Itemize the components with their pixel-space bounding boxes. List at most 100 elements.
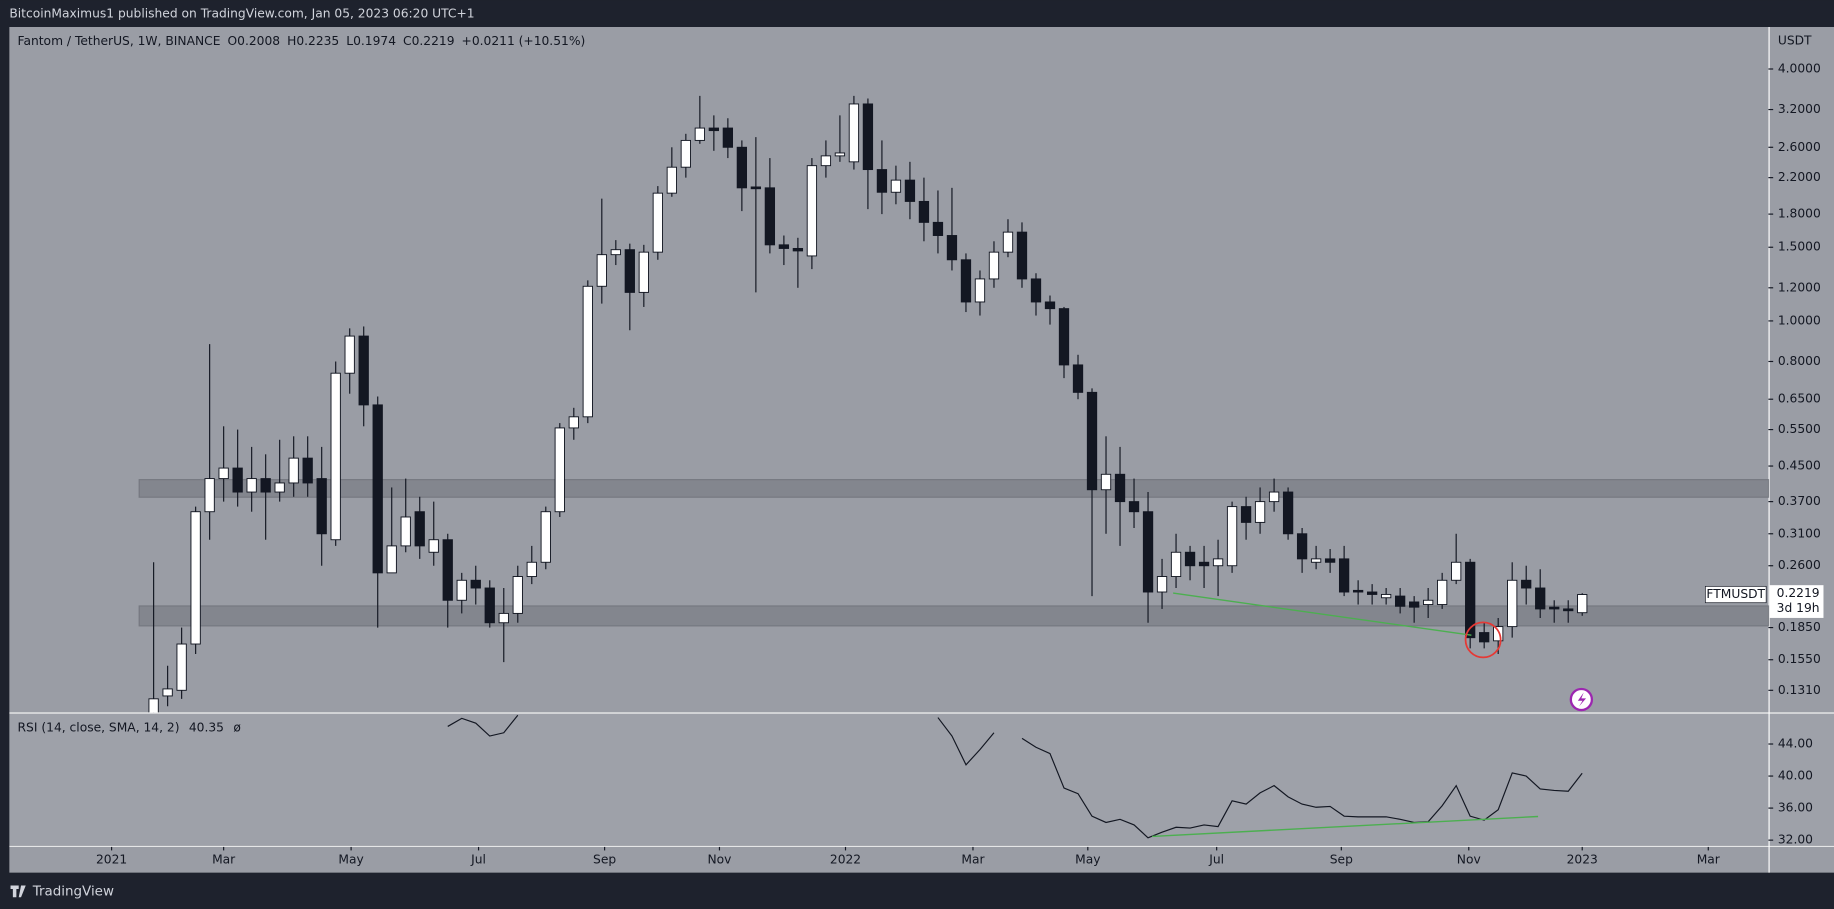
candle-body [1324,558,1336,563]
candle-body [1479,632,1490,643]
legend: Fantom / TetherUS, 1W, BINANCE O0.2008 H0.… [18,34,586,48]
candle-body [148,698,159,713]
price-pane [9,26,1834,713]
y-tick-label: 0.8000 [1778,354,1821,368]
brand: TradingView [10,884,114,899]
y-tick-label: 0.3100 [1778,526,1821,540]
price-label: 0.2219 [1777,586,1820,600]
candles [148,95,1588,713]
candle-body [652,192,663,253]
candle-body [918,200,930,223]
change: +0.0211 (+10.51%) [462,34,586,48]
candle-body [820,155,832,167]
candle-body [1100,473,1112,491]
candle-body [1016,231,1028,280]
candle-body [512,576,523,614]
y-tick-label: 0.1310 [1778,683,1821,697]
candle-body [344,335,355,374]
candle-body [1156,576,1168,593]
y-tick-label: 2.6000 [1778,140,1821,154]
candle-body [1254,501,1266,523]
candle-body [1577,594,1588,614]
high-label: H [287,34,296,48]
candle-body [414,511,425,547]
candle-body [470,579,481,589]
candle-body [176,643,187,691]
candle-body [1451,561,1462,581]
candle-body [876,169,888,193]
candle-body [862,103,874,171]
candle-body [526,561,537,577]
candle-body [1563,608,1574,612]
y-tick-label: 1.2000 [1778,280,1821,294]
candle-body [722,127,734,148]
y-tick-label: 32.00 [1778,833,1813,847]
candle-body [568,416,579,429]
candle-body [932,221,944,236]
time-axis [9,846,1834,873]
candle-body [1114,473,1126,503]
candle-body [358,335,369,406]
y-tick-label: 0.1550 [1778,652,1821,666]
candle-body [1142,511,1154,593]
axes: 4.0000 3.2000 2.6000 2.2000 1.8000 1.5000 1.20… [96,61,1824,866]
open-value: 0.2008 [237,34,280,48]
x-tick-label: Mar [212,852,236,866]
x-tick-label: May [338,852,363,866]
candle-body [806,165,818,257]
y-tick-label: 40.00 [1778,769,1813,783]
candle-body [834,152,846,157]
candle-body [1296,533,1308,560]
rsi-plot [447,714,1583,839]
candle-body [764,187,776,246]
rsi-pane [9,713,1834,846]
candle-body [1409,601,1420,608]
candle-body [456,579,467,601]
candle-body [302,457,313,484]
candle-body [974,278,986,303]
candle-body [246,478,257,493]
candle-body [750,186,762,190]
candle-body [988,251,1000,280]
x-tick-label: Nov [1457,852,1481,866]
candle-body [428,539,439,553]
candle-body [904,179,916,202]
symbol-title: Fantom / TetherUS, 1W, BINANCE [18,34,221,48]
candle-body [260,478,271,493]
y-tick-label: 0.3700 [1778,494,1821,508]
price-label-box [1769,585,1824,618]
candle-body [1507,579,1518,628]
y-tick-label: 36.00 [1778,801,1813,815]
candle-body [1002,231,1014,253]
candle-body [204,478,215,513]
candle-body [1338,558,1350,593]
candle-body [386,545,397,574]
rsi-title: RSI (14, close, SMA, 14, 2) [18,720,180,734]
candle-body [610,249,621,256]
candle-body [736,146,748,189]
close-label: C [403,34,412,48]
candle-body [400,516,411,547]
x-tick-label: Sep [593,852,616,866]
resistance-zone [138,479,1770,498]
y-tick-label: 4.0000 [1778,61,1821,75]
currency-label: USDT [1778,34,1812,48]
candle-body [1535,587,1546,610]
y-tick-label: 0.5500 [1778,422,1821,436]
candle-body [1310,558,1322,563]
candle-body [442,539,453,601]
candle-body [1352,589,1364,593]
candle-body [1380,593,1392,599]
candle-body [330,372,341,541]
candle-body [1212,558,1224,567]
candle-body [190,511,201,645]
y-tick-label: 44.00 [1778,737,1813,751]
candle-body [624,249,635,293]
candle-body [582,285,593,418]
brand-logo [10,885,26,898]
candle-body [1493,626,1504,642]
candle-body [890,179,902,193]
y-tick-label: 3.2000 [1778,102,1821,116]
